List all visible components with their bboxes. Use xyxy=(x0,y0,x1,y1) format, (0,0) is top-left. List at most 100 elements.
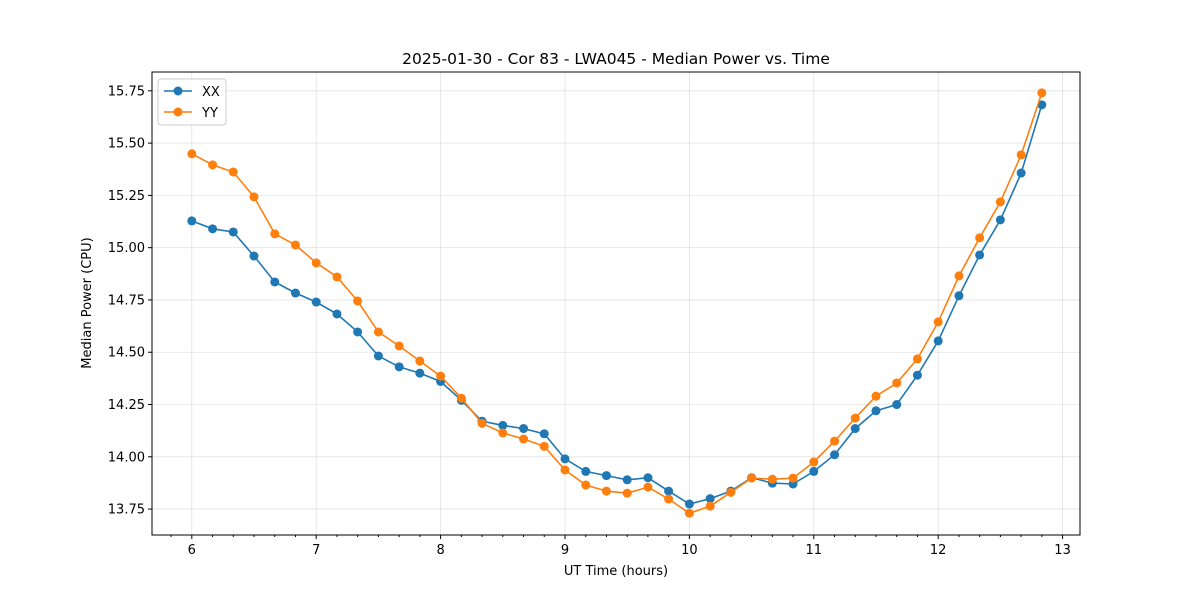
data-point-yy xyxy=(208,160,218,170)
data-point-yy xyxy=(809,457,819,467)
data-point-yy xyxy=(1016,150,1026,160)
x-tick-label: 11 xyxy=(806,543,823,558)
data-point-yy xyxy=(954,271,964,281)
data-point-yy xyxy=(995,197,1005,207)
data-point-xx xyxy=(498,420,508,430)
data-point-xx xyxy=(373,351,383,361)
data-point-yy xyxy=(270,229,280,239)
data-point-yy xyxy=(933,317,943,327)
y-axis-label: Median Power (CPU) xyxy=(80,237,95,368)
x-tick-label: 8 xyxy=(436,543,444,558)
y-tick-label: 14.75 xyxy=(108,293,145,308)
data-point-xx xyxy=(622,475,632,485)
data-point-yy xyxy=(311,258,321,268)
data-point-yy xyxy=(975,233,985,243)
data-point-yy xyxy=(187,149,197,159)
data-point-yy xyxy=(622,488,632,498)
legend-label-yy: YY xyxy=(201,106,218,121)
data-point-yy xyxy=(581,480,591,490)
data-point-xx xyxy=(664,486,674,496)
data-point-yy xyxy=(601,486,611,496)
data-point-yy xyxy=(912,354,922,364)
data-point-yy xyxy=(373,327,383,337)
data-point-xx xyxy=(270,277,280,287)
data-point-xx xyxy=(394,362,404,372)
data-point-yy xyxy=(705,501,715,511)
data-point-xx xyxy=(581,466,591,476)
data-point-xx xyxy=(643,473,653,483)
data-point-xx xyxy=(208,224,218,234)
data-point-yy xyxy=(519,434,529,444)
data-point-xx xyxy=(187,216,197,226)
data-point-xx xyxy=(290,288,300,298)
data-point-yy xyxy=(415,356,425,366)
data-point-xx xyxy=(684,499,694,509)
data-point-yy xyxy=(353,296,363,306)
data-point-yy xyxy=(788,473,798,483)
data-point-yy xyxy=(664,494,674,504)
data-point-xx xyxy=(1037,100,1047,110)
data-point-yy xyxy=(726,487,736,497)
grid xyxy=(152,72,1080,535)
data-point-xx xyxy=(519,424,529,434)
x-axis-label: UT Time (hours) xyxy=(564,564,668,579)
data-point-yy xyxy=(290,240,300,250)
data-point-yy xyxy=(892,378,902,388)
data-point-xx xyxy=(912,370,922,380)
data-point-yy xyxy=(850,413,860,423)
data-point-yy xyxy=(228,167,238,177)
data-point-xx xyxy=(850,424,860,434)
data-point-xx xyxy=(353,327,363,337)
data-point-yy xyxy=(249,192,259,202)
y-tick-label: 13.75 xyxy=(108,503,145,518)
data-point-yy xyxy=(1037,88,1047,98)
y-tick-label: 14.00 xyxy=(108,450,145,465)
x-tick-label: 12 xyxy=(930,543,947,558)
data-point-yy xyxy=(830,436,840,446)
data-point-xx xyxy=(228,227,238,237)
data-point-yy xyxy=(560,465,570,475)
y-tick-label: 15.00 xyxy=(108,241,145,256)
y-tick-label: 14.25 xyxy=(108,398,145,413)
data-point-xx xyxy=(705,494,715,504)
legend: XX YY xyxy=(157,78,227,126)
data-point-xx xyxy=(415,368,425,378)
series-layer xyxy=(187,88,1047,518)
chart-title: 2025-01-30 - Cor 83 - LWA045 - Median Po… xyxy=(402,50,830,68)
data-point-yy xyxy=(643,482,653,492)
y-tick-label: 14.50 xyxy=(108,346,145,361)
legend-marker-xx xyxy=(173,86,183,96)
x-tick-label: 6 xyxy=(188,543,196,558)
y-tick-label: 15.75 xyxy=(108,84,145,99)
y-tick-label: 15.50 xyxy=(108,137,145,152)
ticks: 6 7 8 9 10 11 12 13 13.75 14.00 14.25 14.50 14.75 15.… xyxy=(108,84,1071,558)
axes-frame xyxy=(151,71,1081,536)
data-point-xx xyxy=(892,400,902,410)
data-point-xx xyxy=(1016,168,1026,178)
x-tick-label: 9 xyxy=(561,543,569,558)
data-point-yy xyxy=(394,341,404,351)
legend-marker-yy xyxy=(173,107,183,117)
data-point-yy xyxy=(498,428,508,438)
data-point-yy xyxy=(456,393,466,403)
x-tick-label: 10 xyxy=(681,543,698,558)
data-point-xx xyxy=(601,471,611,481)
data-point-yy xyxy=(684,508,694,518)
data-point-yy xyxy=(871,391,881,401)
legend-label-xx: XX xyxy=(202,85,220,100)
data-point-xx xyxy=(249,251,259,261)
data-point-xx xyxy=(539,429,549,439)
data-point-xx xyxy=(871,406,881,416)
y-tick-label: 15.25 xyxy=(108,189,145,204)
data-point-yy xyxy=(747,473,757,483)
data-point-yy xyxy=(767,474,777,484)
data-point-xx xyxy=(560,454,570,464)
data-point-yy xyxy=(332,272,342,282)
data-point-xx xyxy=(311,297,321,307)
data-point-xx xyxy=(975,250,985,260)
data-point-xx xyxy=(933,336,943,346)
data-point-xx xyxy=(332,309,342,319)
x-tick-label: 13 xyxy=(1054,543,1071,558)
data-point-yy xyxy=(477,418,487,428)
data-point-xx xyxy=(830,450,840,460)
